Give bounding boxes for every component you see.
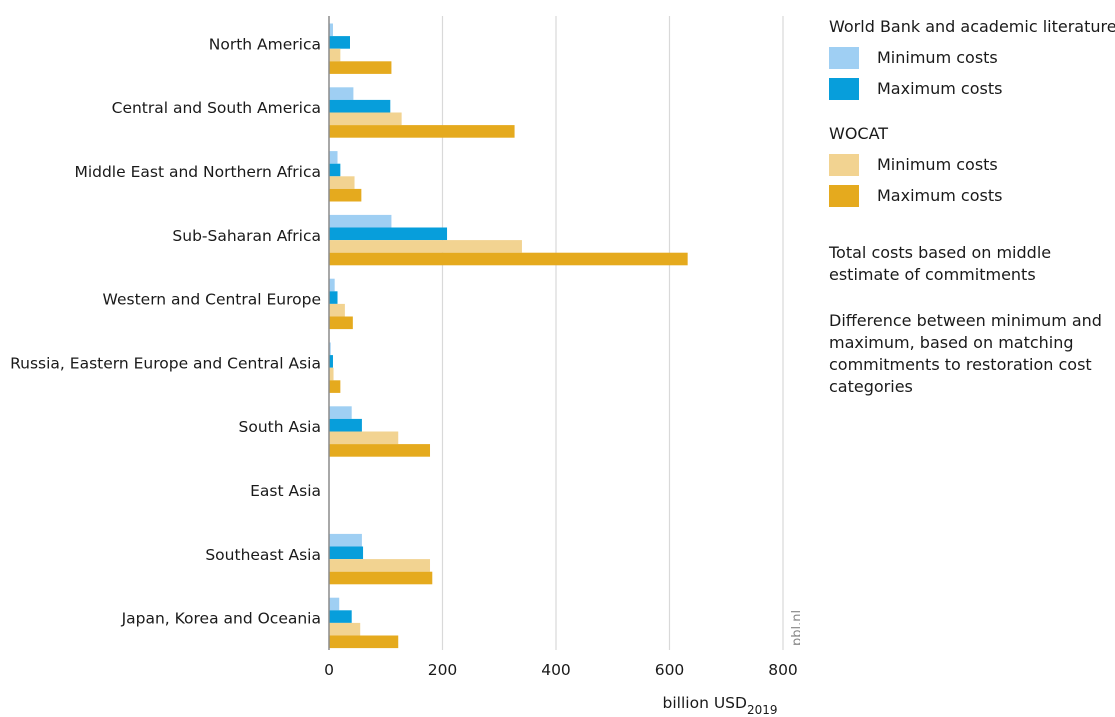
legend-item-wocat-minimum: Minimum costs — [829, 154, 1115, 176]
bar — [329, 546, 364, 560]
category-labels: North America Central and South America Mi… — [10, 35, 321, 627]
source-label: pbl.nl — [790, 610, 800, 646]
legend-swatch-wb-maximum — [829, 78, 859, 100]
bar — [329, 316, 353, 330]
tick-label: 400 — [541, 661, 571, 679]
bar — [329, 48, 341, 62]
bar — [329, 431, 399, 445]
bar — [329, 240, 522, 253]
legend-group-title-wocat: WOCAT — [829, 124, 889, 143]
gridlines — [441, 16, 784, 650]
category-label: Middle East and Northern Africa — [74, 163, 321, 181]
tick-label: 800 — [768, 661, 798, 679]
legend-label-wb-minimum: Minimum costs — [877, 48, 998, 67]
bars — [329, 23, 688, 649]
bar — [329, 380, 341, 393]
category-label: Japan, Korea and Oceania — [121, 610, 321, 628]
bar — [329, 622, 361, 636]
bar — [329, 23, 333, 37]
bar — [329, 214, 392, 228]
category-label: Russia, Eastern Europe and Central Asia — [10, 354, 321, 372]
bar — [329, 151, 338, 164]
bar — [329, 163, 341, 177]
legend-label-wocat-minimum: Minimum costs — [877, 155, 998, 174]
bar — [329, 87, 354, 100]
bar — [329, 444, 431, 457]
bar — [329, 99, 391, 113]
bar — [329, 571, 433, 585]
tick-label: 200 — [428, 661, 458, 679]
x-axis-label-main: billion USD — [663, 694, 747, 712]
legend-item-wocat-maximum: Maximum costs — [829, 185, 1115, 207]
bar — [329, 36, 350, 49]
legend-label-wocat-maximum: Maximum costs — [877, 186, 1003, 205]
bar — [329, 291, 338, 304]
tick-labels: 0 200 400 600 800 — [324, 661, 798, 679]
tick-label: 600 — [655, 661, 685, 679]
bar — [329, 418, 362, 432]
bar — [329, 61, 392, 74]
bar — [329, 406, 352, 419]
bar — [329, 342, 331, 356]
bar — [329, 635, 399, 649]
category-label: Western and Central Europe — [103, 291, 321, 309]
legend-note-total-costs: Total costs based on middle estimate of … — [829, 243, 1052, 284]
bar — [329, 112, 402, 126]
category-label: Southeast Asia — [205, 546, 321, 564]
bar — [329, 355, 333, 368]
bar — [329, 303, 345, 317]
category-label: South Asia — [239, 418, 321, 436]
category-label: Central and South America — [112, 99, 321, 117]
bar — [329, 125, 515, 138]
bar — [329, 610, 352, 623]
legend-swatch-wb-minimum — [829, 47, 859, 69]
legend-item-wb-minimum: Minimum costs — [829, 47, 1115, 69]
bar — [329, 252, 688, 266]
category-label: East Asia — [250, 482, 321, 500]
bar-chart: North America Central and South America Mi… — [10, 16, 800, 717]
bar — [329, 278, 335, 292]
legend-group-title-world-bank: World Bank and academic literature — [829, 17, 1115, 36]
category-label: Sub-Saharan Africa — [172, 227, 321, 245]
tick-label: 0 — [324, 661, 334, 679]
bar — [329, 533, 362, 547]
legend-item-wb-maximum: Maximum costs — [829, 78, 1115, 100]
bar — [329, 367, 334, 381]
legend-note-difference: Difference between minimum and maximum, … — [829, 311, 1102, 396]
bar — [329, 176, 355, 189]
x-axis-label-subscript: 2019 — [747, 703, 778, 717]
legend-swatch-wocat-maximum — [829, 185, 859, 207]
legend-swatch-wocat-minimum — [829, 154, 859, 176]
x-axis-label: billion USD2019 — [663, 694, 778, 717]
category-label: North America — [209, 35, 321, 53]
legend-label-wb-maximum: Maximum costs — [877, 79, 1003, 98]
bar — [329, 188, 362, 202]
bar — [329, 559, 431, 572]
bar — [329, 597, 340, 611]
bar — [329, 227, 448, 241]
legend: World Bank and academic literature Minim… — [829, 16, 1115, 414]
